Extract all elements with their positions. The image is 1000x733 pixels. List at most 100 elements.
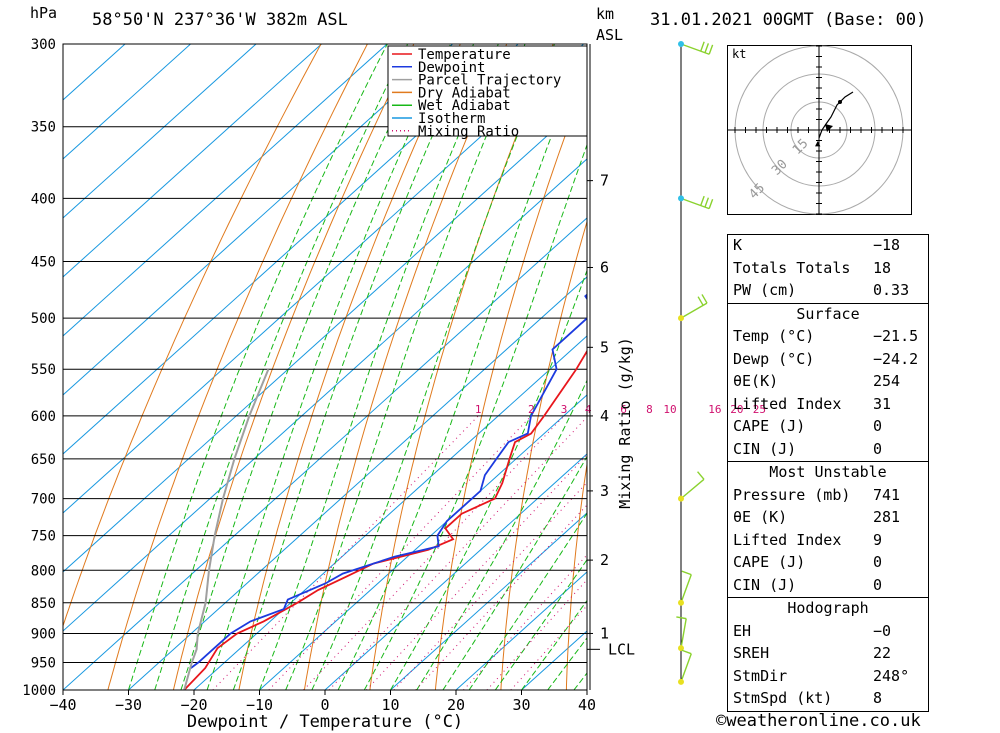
isotherm-line [63,44,453,396]
surface-row-value: 0 [873,439,883,458]
wet-adiabat-line [521,599,587,690]
x-tick-label: 40 [578,696,596,714]
mixing-ratio-line [393,481,587,690]
pressure-tick-label: 300 [31,37,56,53]
hodograph-row-value: 22 [873,644,892,662]
pw-label: PW (cm) [733,281,797,299]
pressure-tick-label: 550 [31,362,56,378]
surface-row: Lifted Index 31 [728,394,928,417]
x-tick-label: 30 [512,696,530,714]
wind-barb-feather [704,197,710,208]
surface-row-value: 0 [873,417,883,435]
most-unstable-row-label: Lifted Index [733,530,842,549]
dry-adiabat-line [172,44,415,690]
isotherm-line [63,44,322,278]
isotherm-line [63,44,191,160]
surface-row-label: Dewp (°C) [733,349,815,368]
surface-row: Temp (°C) −21.5 [728,326,928,349]
mixing-ratio-line [328,416,587,690]
isotherm-line [128,276,587,690]
surface-row-value: −21.5 [873,327,919,345]
mixing-ratio-line [463,554,587,690]
hodograph-row: StmSpd (kt) 8 [728,688,928,711]
most-unstable-row-label: θE (K) [733,508,788,526]
copyright-footer: ©weatheronline.co.uk [716,711,921,731]
hodograph-row-value: 248° [873,666,910,685]
hodograph-row: EH −0 [728,621,928,644]
totals-totals-label: Totals Totals [733,258,851,277]
lcl-label: LCL [608,640,635,658]
wind-barb-shaft [680,197,710,210]
mixing-ratio-label: 2 [528,403,535,416]
x-tick-label: 10 [381,696,399,714]
isotherm-line [63,44,584,514]
mixing-ratio-line [415,504,587,690]
x-tick-label: 0 [320,696,329,714]
hodograph-row-label: SREH [733,644,770,662]
storm-marker-glyph: ▲ [815,139,821,149]
pressure-unit-label: hPa [30,4,58,22]
surface-row: θE(K) 254 [728,371,928,394]
hodograph-unit-label: kt [732,47,746,61]
dry-adiabat-line [238,44,461,690]
hodograph-row-label: StmSpd (kt) [733,689,833,707]
wind-barb-feather [708,198,714,209]
most-unstable-row: Pressure (mb) 741 [728,485,928,508]
wind-level-dot [678,315,684,322]
most-unstable-row-value: 0 [873,575,883,594]
mixing-ratio-line [510,604,587,690]
wet-adiabat-line [232,44,475,690]
most-unstable-row-label: CAPE (J) [733,553,806,571]
isotherm-line [390,512,587,690]
legend-label: Parcel Trajectory [418,73,561,89]
legend-label: Isotherm [418,111,485,127]
surface-row-value: 31 [873,394,892,413]
temperature-profile [183,349,587,690]
legend-box [387,45,588,137]
wind-barb-shaft [680,574,692,604]
most-unstable-title: Most Unstable [728,461,928,485]
x-tick-label: −10 [246,696,273,714]
x-tick-label: −40 [49,696,76,714]
indices-table: K −18 Totals Totals 18 PW (cm) 0.33 Surface… [727,234,929,712]
isotherm-line [63,217,587,690]
dry-adiabat-line [935,44,972,690]
pressure-tick-label: 500 [31,311,56,327]
mixing-ratio-line [268,415,532,690]
surface-row: CAPE (J) 0 [728,416,928,439]
most-unstable-row: Lifted Index 9 [728,530,928,553]
height-unit-asl: ASL [596,26,624,44]
hodograph-point [838,100,842,104]
surface-row-label: CAPE (J) [733,417,806,435]
surface-row-label: θE(K) [733,372,779,390]
wind-level-dot [678,599,684,606]
most-unstable-row: θE (K) 281 [728,507,928,530]
most-unstable-row: CIN (J) 0 [728,575,928,598]
location-title: 58°50'N 237°36'W 382m ASL [92,10,348,30]
wind-barb-feather [697,296,704,306]
dry-adiabat-line [990,44,1000,690]
most-unstable-row-value: 9 [873,530,883,549]
wind-barb-feather [700,41,705,52]
x-axis-title: Dewpoint / Temperature (°C) [187,712,463,732]
height-km-label: 2 [600,551,609,569]
pressure-tick-label: 350 [31,120,56,136]
height-km-label: 5 [600,338,609,356]
mixing-ratio-axis-title: Mixing Ratio (g/kg) [616,337,634,509]
pressure-tick-label: 450 [31,255,56,271]
isotherm-line [63,44,257,219]
wind-barb-shaft [680,478,705,500]
plot-frame [62,43,588,691]
most-unstable-row-value: 741 [873,485,901,504]
mixing-ratio-label: 25 [753,403,766,416]
wind-level-dot [678,645,684,652]
wet-adiabat-line [154,44,409,690]
hodograph-row-label: EH [733,621,752,640]
most-unstable-row-label: Pressure (mb) [733,485,851,504]
wind-barb-feather [704,43,710,53]
mixing-ratio-label: 6 [620,403,627,416]
legend-label: Wet Adiabat [418,98,511,114]
wind-barb-feather [681,570,692,576]
wind-barb-feather [681,649,692,655]
totals-totals-value: 18 [873,258,892,277]
